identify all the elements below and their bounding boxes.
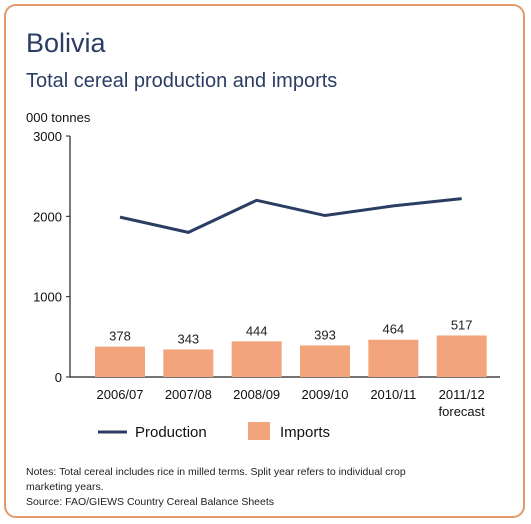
notes-line-2: marketing years. (26, 481, 104, 493)
x-tick-label: 2006/07 (97, 387, 144, 402)
x-tick-label: 2009/10 (302, 387, 349, 402)
imports-bar (231, 341, 282, 377)
imports-bar-label: 444 (246, 323, 268, 338)
chart-country-title: Bolivia (26, 28, 106, 58)
imports-bar (163, 349, 214, 377)
source-line: Source: FAO/GIEWS Country Cereal Balance… (26, 496, 275, 508)
legend-imports-label: Imports (280, 424, 330, 441)
y-tick-label: 1000 (33, 290, 62, 305)
y-tick-label: 3000 (33, 129, 62, 144)
imports-bar (368, 339, 419, 377)
imports-bar-label: 517 (451, 317, 473, 332)
x-tick-label: 2011/12 (439, 387, 485, 402)
x-tick-label: 2008/09 (233, 387, 280, 402)
imports-bar-label: 464 (382, 322, 404, 337)
imports-bar-label: 378 (109, 329, 131, 344)
notes-line-1: Notes: Total cereal includes rice in mil… (26, 466, 406, 478)
y-tick-label: 0 (55, 370, 62, 385)
x-tick-label: 2010/11 (370, 387, 416, 402)
y-tick-label: 2000 (33, 209, 62, 224)
x-tick-label: 2007/08 (165, 387, 212, 402)
legend-imports-swatch (248, 422, 270, 440)
imports-bar-label: 393 (314, 327, 336, 342)
imports-bar (436, 335, 487, 377)
chart-subtitle: Total cereal production and imports (26, 70, 338, 92)
legend-production-label: Production (135, 424, 207, 441)
y-axis-label: 000 tonnes (26, 110, 91, 125)
production-series-line (119, 197, 462, 234)
imports-bar (300, 345, 350, 377)
imports-bar (95, 346, 145, 377)
imports-bar-label: 343 (177, 331, 199, 346)
chart-notes: Notes: Total cereal includes rice in mil… (26, 465, 506, 510)
x-tick-sublabel: forecast (439, 404, 486, 419)
